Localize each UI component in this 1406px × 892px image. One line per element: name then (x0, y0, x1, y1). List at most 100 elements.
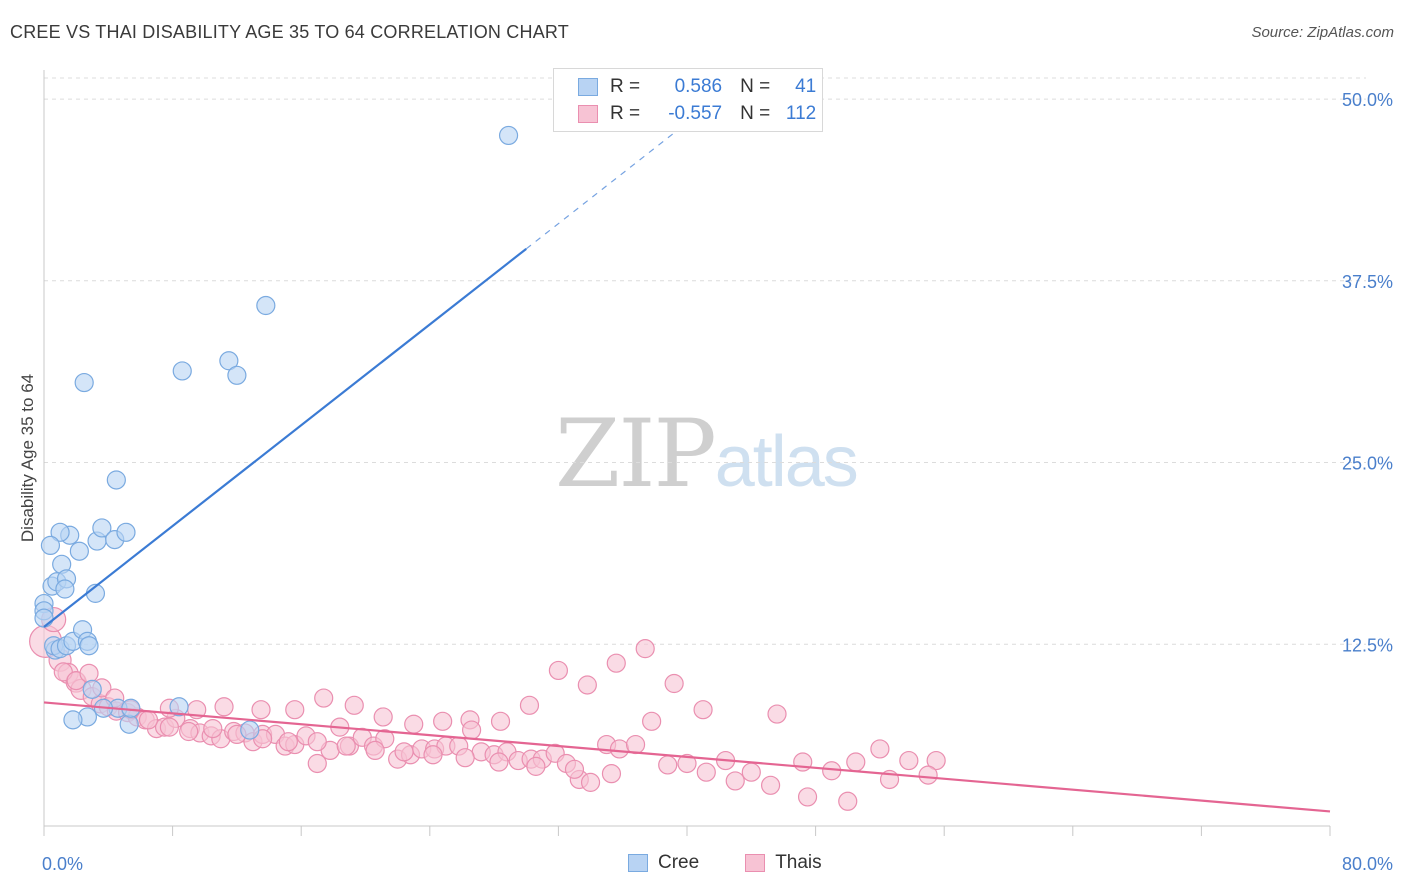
legend-r-label: R = (610, 103, 641, 124)
thai-point (580, 772, 601, 792)
thai-point (336, 736, 356, 756)
thai-point (365, 740, 385, 761)
series-legend-cree[interactable]: Cree (628, 852, 699, 874)
thai-point (314, 688, 334, 708)
y-tick-label-3: 50.0% (1342, 90, 1393, 110)
cree-point (498, 125, 519, 146)
thai-point (519, 695, 540, 715)
thai-point (455, 748, 475, 768)
y-axis-label: Disability Age 35 to 64 (18, 374, 37, 542)
cree-point (74, 372, 94, 393)
y-tick-label-1: 25.0% (1342, 454, 1393, 474)
cree-trendline (43, 247, 527, 628)
cree-point (34, 608, 54, 628)
thais-legend-label: Thais (775, 852, 822, 873)
y-tick-label-0: 12.5% (1342, 635, 1393, 655)
thai-trendline (43, 701, 1331, 813)
thai-point (741, 762, 761, 782)
cree-point (106, 470, 126, 490)
legend-r-label: R = (610, 76, 641, 97)
thai-point (344, 695, 364, 715)
watermark-atlas: atlas (714, 422, 859, 502)
thai-point (635, 639, 655, 659)
thai-point (159, 717, 179, 737)
thai-point (625, 734, 646, 755)
cree-point (40, 535, 61, 556)
legend-r-value-cree: 0.586 (674, 76, 723, 97)
thai-point (564, 759, 585, 779)
cree-point (50, 522, 70, 542)
thai-point (394, 742, 414, 762)
legend-row-thais: R = -0.557 N = 112 (578, 101, 816, 127)
thai-point (548, 660, 569, 681)
thai-point (918, 765, 938, 785)
cree-point (240, 720, 260, 740)
thai-point (433, 711, 453, 731)
thai-point (251, 700, 271, 720)
thai-point (79, 663, 99, 683)
x-tick-label-0: 0.0% (42, 854, 83, 874)
thai-point (526, 756, 546, 776)
thai-point (489, 752, 509, 772)
cree-point (116, 522, 136, 542)
thais-swatch (578, 105, 598, 123)
thai-point (203, 718, 223, 739)
cree-legend-swatch (628, 854, 648, 872)
thais-legend-swatch (745, 854, 766, 872)
thai-point (693, 700, 713, 720)
thai-point (642, 711, 662, 731)
legend-n-value-cree: 41 (795, 76, 817, 97)
legend-n-value-thais: 112 (785, 103, 817, 124)
thai-point (664, 673, 684, 694)
thai-point (601, 764, 622, 784)
thai-point (138, 710, 159, 730)
thai-point (307, 753, 327, 774)
thai-point (846, 752, 866, 772)
thai-point (926, 750, 946, 771)
thai-point (677, 753, 697, 774)
cree-point (92, 518, 112, 538)
thai-point (490, 711, 511, 731)
thai-point (461, 720, 482, 740)
thai-point (214, 697, 234, 717)
chart-title: CREE VS THAI DISABILITY AGE 35 TO 64 COR… (10, 22, 569, 42)
thai-point (899, 750, 919, 771)
cree-point (69, 541, 89, 561)
legend-row-cree: R = 0.586 N = 41 (578, 74, 816, 100)
thai-point (285, 700, 305, 720)
thai-point (278, 732, 298, 752)
thai-point (838, 791, 858, 811)
cree-swatch (578, 78, 598, 96)
cree-point (256, 295, 276, 316)
cree-point (219, 351, 239, 371)
series-legend-thais[interactable]: Thais (745, 852, 822, 874)
cree-point (172, 361, 192, 381)
thai-point (870, 739, 890, 759)
cree-point (79, 636, 99, 656)
thai-point (696, 762, 716, 782)
legend-r-value-thais: -0.557 (668, 103, 723, 124)
thai-point (577, 675, 597, 695)
thai-point (797, 787, 818, 807)
thai-point (404, 714, 424, 734)
cree-point (63, 710, 83, 730)
thai-point (373, 707, 393, 727)
thai-point (658, 755, 678, 775)
series-legend: Cree Thais (628, 852, 868, 874)
thai-point (423, 745, 443, 765)
watermark-zip: ZIP (555, 400, 717, 509)
cree-legend-label: Cree (658, 852, 700, 873)
legend-n-label: N = (740, 76, 771, 97)
zipatlas-watermark: ZIPatlas (555, 400, 859, 509)
thai-point (725, 771, 745, 791)
source-label: Source: ZipAtlas.com (1251, 24, 1394, 41)
cree-point (82, 679, 102, 699)
thai-point (609, 739, 630, 759)
thai-point (606, 653, 626, 673)
y-tick-label-2: 37.5% (1342, 272, 1393, 292)
x-tick-label-1: 80.0% (1342, 854, 1393, 874)
stats-legend: R = 0.586 N = 41 R = -0.557 N = 112 (553, 68, 823, 132)
legend-n-label: N = (740, 103, 771, 124)
cree-point (119, 714, 139, 734)
thai-point (307, 732, 327, 752)
